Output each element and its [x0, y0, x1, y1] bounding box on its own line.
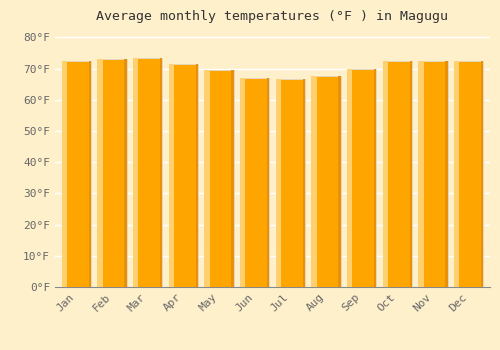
Bar: [347, 69, 352, 287]
Bar: [347, 69, 376, 287]
Bar: [240, 78, 246, 287]
Bar: [240, 78, 270, 287]
Bar: [124, 59, 126, 287]
Bar: [382, 61, 412, 287]
Bar: [418, 61, 424, 287]
Bar: [454, 61, 460, 287]
Bar: [312, 76, 316, 287]
Bar: [168, 64, 198, 287]
Bar: [133, 58, 162, 287]
Bar: [88, 61, 91, 287]
Bar: [267, 78, 270, 287]
Bar: [276, 79, 281, 287]
Bar: [445, 61, 448, 287]
Bar: [418, 61, 448, 287]
Bar: [454, 61, 483, 287]
Title: Average monthly temperatures (°F ) in Magugu: Average monthly temperatures (°F ) in Ma…: [96, 10, 448, 23]
Bar: [382, 61, 388, 287]
Bar: [168, 64, 174, 287]
Bar: [312, 76, 340, 287]
Bar: [302, 79, 305, 287]
Bar: [410, 61, 412, 287]
Bar: [481, 61, 483, 287]
Bar: [98, 59, 126, 287]
Bar: [338, 76, 340, 287]
Bar: [374, 69, 376, 287]
Bar: [62, 61, 91, 287]
Bar: [62, 61, 67, 287]
Bar: [196, 64, 198, 287]
Bar: [204, 70, 210, 287]
Bar: [160, 58, 162, 287]
Bar: [276, 79, 305, 287]
Bar: [232, 70, 234, 287]
Bar: [133, 58, 138, 287]
Bar: [98, 59, 102, 287]
Bar: [204, 70, 234, 287]
